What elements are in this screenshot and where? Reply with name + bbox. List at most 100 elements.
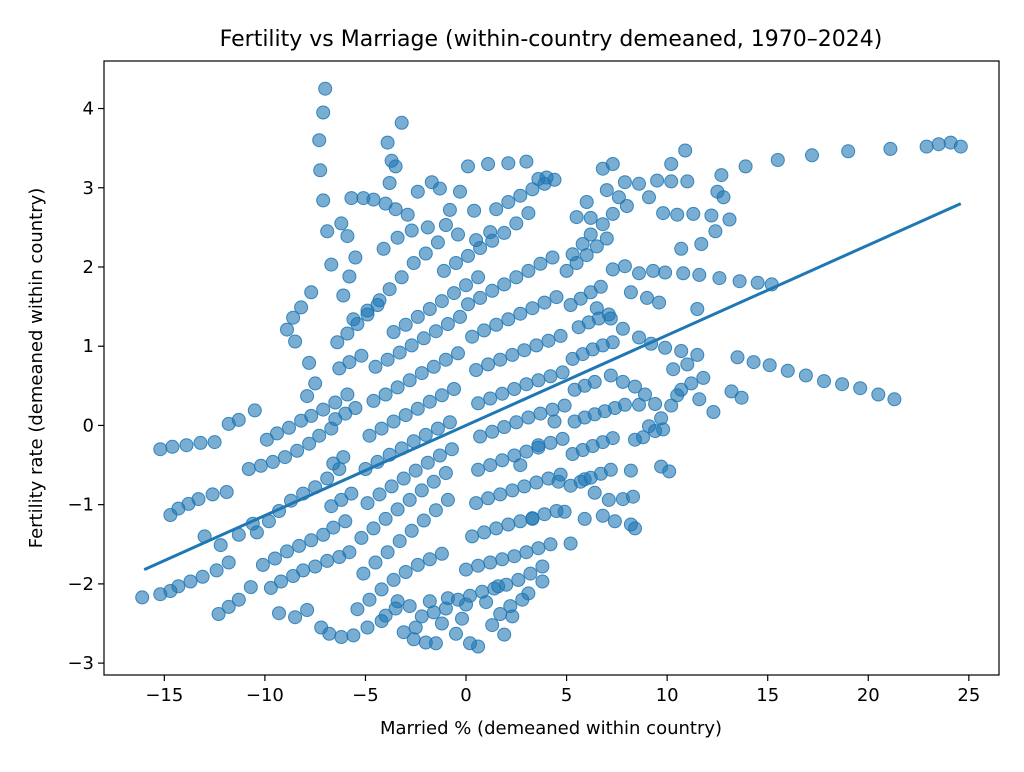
scatter-point <box>509 270 524 285</box>
scatter-point <box>658 265 673 280</box>
scatter-point <box>135 590 150 605</box>
scatter-point <box>648 424 663 438</box>
scatter-point <box>519 377 534 392</box>
scatter-point <box>336 288 351 303</box>
scatter-point <box>255 557 270 572</box>
scatter-point <box>617 259 632 274</box>
scatter-point <box>231 412 246 427</box>
scatter-point <box>440 492 455 507</box>
scatter-point <box>398 317 413 332</box>
scatter-point <box>259 432 274 447</box>
scatter-point <box>521 263 536 278</box>
scatter-point <box>430 235 445 250</box>
scatter-point <box>549 290 564 305</box>
scatter-point <box>611 190 626 205</box>
scatter-point <box>587 485 602 500</box>
scatter-point <box>690 302 705 316</box>
scatter-point <box>724 384 739 399</box>
scatter-point <box>368 555 383 570</box>
scatter-point <box>495 552 510 567</box>
scatter-point <box>509 415 524 430</box>
scatter-point <box>428 503 443 518</box>
scatter-point <box>404 223 419 238</box>
scatter-point <box>376 241 391 256</box>
scatter-point <box>495 453 510 468</box>
scatter-point <box>664 398 679 413</box>
scatter-point <box>780 363 795 378</box>
scatter-point <box>577 511 592 526</box>
scatter-point <box>666 362 681 377</box>
scatter-point <box>473 241 488 255</box>
scatter-point <box>348 250 363 265</box>
scatter-point <box>535 574 550 589</box>
scatter-point <box>380 352 395 367</box>
x-tick-label: 25 <box>957 685 980 706</box>
scatter-point <box>579 195 594 209</box>
y-tick-label: 1 <box>83 336 94 357</box>
scatter-point <box>871 387 886 402</box>
scatter-point <box>318 81 333 96</box>
scatter-point <box>453 309 467 324</box>
y-tick-label: 0 <box>83 415 94 436</box>
scatter-point <box>495 386 510 401</box>
scatter-point <box>451 227 465 242</box>
scatter-point <box>428 324 443 339</box>
scatter-point <box>615 374 630 389</box>
scatter-point <box>632 397 646 412</box>
scatter-point <box>507 448 522 463</box>
scatter-point <box>732 274 747 289</box>
scatter-point <box>750 275 765 290</box>
scatter-point <box>706 405 721 419</box>
scatter-point <box>762 358 777 373</box>
scatter-point <box>805 148 819 163</box>
scatter-point <box>692 392 707 407</box>
scatter-point <box>674 241 689 256</box>
scatter-point <box>402 373 417 388</box>
scatter-point <box>449 626 463 641</box>
scatter-point <box>342 269 357 284</box>
scatter-point <box>328 395 343 410</box>
scatter-point <box>646 263 661 278</box>
scatter-point <box>316 193 331 208</box>
scatter-point <box>388 159 403 174</box>
scatter-point <box>623 285 638 300</box>
scatter-point <box>330 335 345 350</box>
scatter-point <box>390 380 405 395</box>
scatter-point <box>374 582 389 597</box>
scatter-point <box>605 157 620 171</box>
scatter-point <box>501 312 516 327</box>
scatter-point <box>541 471 556 486</box>
scatter-point <box>444 442 459 457</box>
y-tick-label: 2 <box>83 257 94 278</box>
scatter-point <box>416 513 431 528</box>
scatter-point <box>529 338 544 353</box>
scatter-point <box>835 377 850 392</box>
y-tick-label: 4 <box>83 99 94 120</box>
scatter-point <box>402 599 417 614</box>
scatter-point <box>302 355 317 370</box>
scatter-point <box>485 424 500 439</box>
scatter-point <box>483 555 498 570</box>
x-tick-label: −10 <box>246 685 284 706</box>
x-tick-label: 20 <box>857 685 880 706</box>
scatter-point <box>638 387 652 402</box>
scatter-point <box>531 373 546 388</box>
scatter-point <box>434 388 449 403</box>
scatter-point <box>338 514 353 529</box>
scatter-point <box>545 402 560 417</box>
scatter-point <box>738 159 753 174</box>
x-tick-label: 5 <box>561 685 572 706</box>
scatter-point <box>694 237 709 251</box>
scatter-point <box>300 389 315 404</box>
scatter-point <box>712 271 727 286</box>
scatter-point <box>471 462 486 477</box>
scatter-point <box>461 159 475 174</box>
scatter-point <box>294 300 309 315</box>
scatter-point <box>589 239 604 254</box>
scatter-point <box>426 605 441 620</box>
scatter-point <box>440 317 455 331</box>
scatter-point <box>414 366 429 381</box>
scatter-point <box>312 133 327 148</box>
scatter-point <box>432 181 447 196</box>
